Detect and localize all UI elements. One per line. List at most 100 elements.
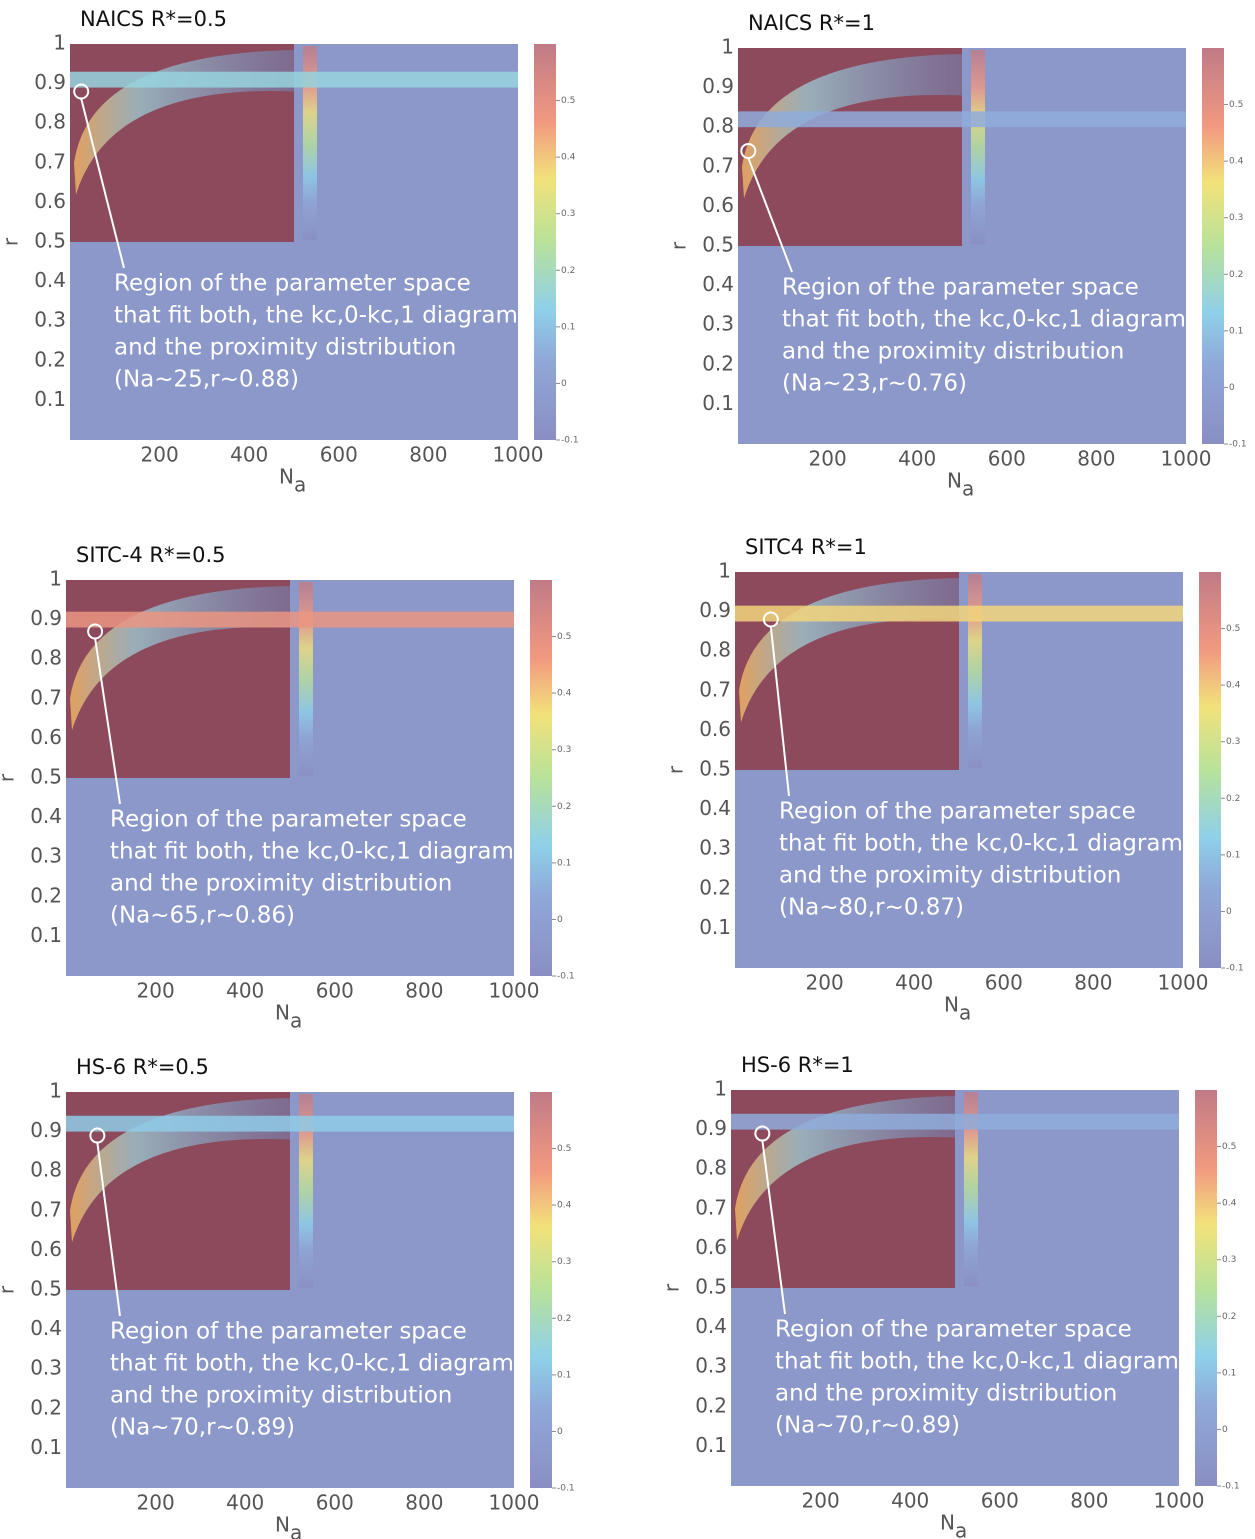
colorbar-tick-label: -0.1 bbox=[561, 436, 579, 446]
y-tick-label: 0.5 bbox=[702, 233, 734, 257]
colorbar-tick-label: 0 bbox=[1229, 383, 1235, 393]
colorbar-tick-label: 0 bbox=[557, 1427, 563, 1437]
y-axis-label: r bbox=[0, 773, 19, 782]
annotation-line: Region of the parameter space bbox=[110, 807, 467, 833]
band bbox=[66, 611, 514, 628]
fit-point bbox=[87, 623, 104, 640]
y-tick-label: 0.5 bbox=[695, 1275, 727, 1299]
annotation-line: that fit both, the kc,0-kc,1 diagram bbox=[775, 1349, 1179, 1375]
inset-colorbar bbox=[298, 582, 313, 777]
y-tick-label: 0.7 bbox=[702, 153, 734, 177]
annotation-leader bbox=[747, 157, 793, 273]
colorbar-tick-label: 0.3 bbox=[1222, 1255, 1236, 1265]
x-tick-label: 1000 bbox=[493, 443, 544, 467]
y-tick-label: 0.9 bbox=[34, 70, 66, 94]
y-tick-label: 0.4 bbox=[695, 1314, 727, 1338]
annotation-leader bbox=[761, 1140, 786, 1315]
colorbar-tick-label: 0.2 bbox=[1222, 1312, 1236, 1322]
annotation-line: that fit both, the kc,0-kc,1 diagram bbox=[110, 1351, 514, 1377]
inset-colorbar bbox=[963, 1092, 978, 1287]
colorbar bbox=[1199, 572, 1221, 968]
y-tick-label: 0.9 bbox=[702, 74, 734, 98]
y-tick-label: 1 bbox=[721, 35, 734, 59]
x-tick-label: 400 bbox=[226, 1491, 264, 1515]
annotation-line: Region of the parameter space bbox=[114, 271, 471, 297]
x-axis-label-sub: a bbox=[290, 1009, 302, 1033]
x-axis-label: N bbox=[947, 469, 962, 493]
annotation-leader bbox=[94, 638, 121, 805]
x-tick-label: 800 bbox=[1077, 447, 1115, 471]
x-tick-label: 600 bbox=[320, 443, 358, 467]
colorbar bbox=[530, 1092, 552, 1488]
colorbar-tick-label: 0 bbox=[561, 379, 567, 389]
y-tick-label: 1 bbox=[714, 1077, 727, 1101]
inset-colorbar bbox=[970, 50, 985, 245]
x-tick-label: 200 bbox=[802, 1489, 840, 1513]
y-tick-label: 0.8 bbox=[30, 1158, 62, 1182]
y-tick-label: 0.1 bbox=[34, 387, 66, 411]
colorbar-tick-label: 0.3 bbox=[1226, 737, 1240, 747]
y-tick-label: 0.3 bbox=[702, 312, 734, 336]
colorbar-tick-label: 0.2 bbox=[557, 1314, 571, 1324]
colorbar-tick-label: 0.5 bbox=[557, 1144, 571, 1154]
colorbar-tick-label: 0.1 bbox=[1229, 326, 1243, 336]
y-tick-label: 0.8 bbox=[702, 114, 734, 138]
y-tick-label: 0.4 bbox=[30, 1316, 62, 1340]
y-tick-label: 0.6 bbox=[30, 725, 62, 749]
x-tick-label: 400 bbox=[898, 447, 936, 471]
colorbar-tick-label: 0.5 bbox=[1222, 1142, 1236, 1152]
y-tick-label: 0.2 bbox=[699, 875, 731, 899]
annotation-line: that fit both, the kc,0-kc,1 diagram bbox=[782, 307, 1186, 333]
x-tick-label: 600 bbox=[985, 971, 1023, 995]
colorbar-tick-label: 0.4 bbox=[1229, 157, 1244, 167]
annotation-line: that fit both, the kc,0-kc,1 diagram bbox=[779, 831, 1183, 857]
y-tick-label: 0.8 bbox=[34, 110, 66, 134]
x-axis-label: N bbox=[944, 993, 959, 1017]
x-axis-label: N bbox=[940, 1511, 955, 1535]
x-tick-label: 400 bbox=[895, 971, 933, 995]
colorbar bbox=[1202, 48, 1224, 444]
y-tick-label: 0.8 bbox=[30, 646, 62, 670]
colorbar-tick-label: 0.4 bbox=[561, 153, 576, 163]
colorbar-tick-label: 0.4 bbox=[1226, 681, 1241, 691]
y-tick-label: 0.1 bbox=[702, 391, 734, 415]
colorbar-tick-label: -0.1 bbox=[1226, 964, 1244, 974]
y-tick-label: 0.2 bbox=[30, 1395, 62, 1419]
colorbar bbox=[534, 44, 556, 440]
annotation-line: Region of the parameter space bbox=[110, 1319, 467, 1345]
colorbar bbox=[1195, 1090, 1217, 1486]
y-tick-label: 0.8 bbox=[695, 1156, 727, 1180]
y-tick-label: 0.7 bbox=[699, 677, 731, 701]
colorbar-tick-label: 0.1 bbox=[561, 322, 575, 332]
colorbar-tick-label: 0.1 bbox=[557, 1370, 571, 1380]
y-tick-label: 0.1 bbox=[30, 1435, 62, 1459]
colorbar-tick-label: 0.5 bbox=[1226, 624, 1240, 634]
x-tick-label: 600 bbox=[981, 1489, 1019, 1513]
y-tick-label: 0.7 bbox=[30, 1197, 62, 1221]
chart-title: SITC-4 R*=0.5 bbox=[76, 543, 225, 567]
chart-title: HS-6 R*=1 bbox=[741, 1053, 854, 1077]
y-tick-label: 0.3 bbox=[695, 1354, 727, 1378]
x-axis-label-sub: a bbox=[290, 1521, 302, 1539]
x-tick-label: 1000 bbox=[1161, 447, 1212, 471]
x-tick-label: 1000 bbox=[489, 1491, 540, 1515]
fit-region bbox=[735, 1096, 955, 1241]
y-tick-label: 0.6 bbox=[695, 1235, 727, 1259]
y-tick-label: 0.7 bbox=[30, 685, 62, 709]
x-axis-label: N bbox=[275, 1513, 290, 1537]
x-axis-label-sub: a bbox=[959, 1001, 971, 1025]
x-tick-label: 200 bbox=[141, 443, 179, 467]
y-tick-label: 0.1 bbox=[30, 923, 62, 947]
colorbar bbox=[530, 580, 552, 976]
x-tick-label: 600 bbox=[316, 979, 354, 1003]
y-tick-label: 0.9 bbox=[30, 1118, 62, 1142]
y-tick-label: 0.9 bbox=[695, 1116, 727, 1140]
x-axis-label: N bbox=[279, 465, 294, 489]
y-tick-label: 0.3 bbox=[30, 844, 62, 868]
x-tick-label: 800 bbox=[1070, 1489, 1108, 1513]
y-axis-label: r bbox=[0, 1285, 19, 1294]
x-tick-label: 1000 bbox=[489, 979, 540, 1003]
x-axis-label-sub: a bbox=[955, 1519, 967, 1539]
annotation-line: and the proximity distribution bbox=[110, 1383, 452, 1409]
colorbar-tick-label: 0.2 bbox=[561, 266, 575, 276]
